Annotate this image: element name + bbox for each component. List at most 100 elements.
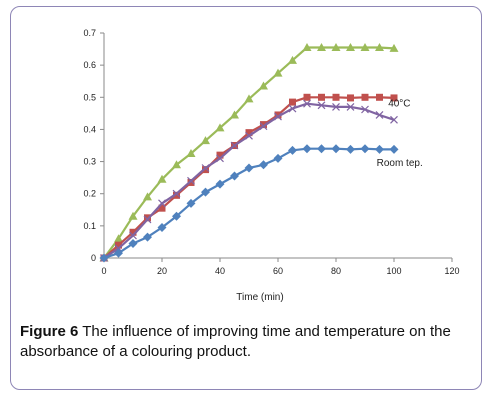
data-point [273, 153, 283, 163]
data-point [215, 123, 225, 132]
data-point [360, 144, 370, 154]
data-point [230, 110, 239, 119]
data-point [129, 231, 137, 240]
series-x [100, 99, 398, 262]
data-point [259, 81, 268, 90]
data-point [273, 68, 283, 77]
x-tick-label: 20 [157, 266, 167, 276]
data-point [245, 131, 253, 140]
y-tick-label: 0.3 [83, 157, 96, 167]
data-point [230, 141, 239, 150]
figure-frame [10, 6, 482, 390]
caption-text: The influence of improving time and temp… [20, 323, 451, 360]
x-tick-label: 80 [331, 266, 341, 276]
data-point [346, 103, 355, 111]
data-point [274, 111, 282, 119]
data-point [114, 234, 123, 243]
data-point [245, 129, 253, 137]
data-point [129, 228, 137, 236]
data-point [288, 104, 297, 113]
data-point [216, 151, 224, 159]
data-point [187, 178, 195, 186]
y-tick-label: 0.2 [83, 189, 96, 199]
caption-label: Figure 6 [20, 323, 79, 340]
data-point [317, 144, 326, 154]
y-tick-label: 0.4 [83, 124, 96, 134]
data-point [302, 42, 312, 51]
series-diamond [99, 144, 399, 263]
data-point [128, 211, 138, 220]
data-point [115, 241, 122, 249]
data-point [390, 115, 398, 124]
data-point [173, 191, 180, 199]
data-point [172, 211, 181, 221]
chart-axes: 0 0.1 0.2 0.3 0.4 0.5 0.6 0.7 0 20 40 60 80 100 120 Tim… [83, 28, 459, 303]
data-point [390, 94, 398, 102]
data-point [259, 160, 268, 170]
data-point [158, 199, 166, 208]
data-point [289, 98, 296, 106]
y-tick-label: 0.7 [83, 28, 96, 38]
data-point [201, 187, 210, 197]
data-point [375, 144, 384, 154]
data-point [332, 103, 340, 111]
data-point [318, 93, 325, 101]
data-point [361, 93, 369, 101]
y-tick-label: 0.5 [83, 92, 96, 102]
x-tick-label: 0 [101, 266, 106, 276]
data-point [99, 253, 109, 263]
series-square [100, 93, 398, 262]
data-point [215, 179, 225, 189]
figure-caption: Figure 6 The influence of improving time… [20, 322, 480, 362]
x-tick-label: 100 [386, 266, 401, 276]
x-tick-label: 120 [444, 266, 459, 276]
data-point [303, 93, 311, 101]
data-point [201, 164, 210, 172]
data-point [375, 42, 384, 51]
data-point [332, 93, 340, 101]
data-point [158, 204, 166, 212]
data-point [303, 99, 311, 108]
data-point [389, 144, 399, 154]
data-point [244, 163, 254, 173]
data-point [201, 136, 210, 145]
data-point [331, 144, 341, 154]
data-point [216, 154, 224, 163]
data-point [288, 55, 297, 64]
data-point [260, 121, 267, 129]
data-point [361, 105, 369, 114]
data-point [331, 42, 341, 51]
data-point [143, 215, 152, 224]
y-tick-label: 0 [91, 253, 96, 263]
x-tick-label: 40 [215, 266, 225, 276]
data-point [143, 232, 152, 242]
data-point [244, 94, 254, 103]
data-point [259, 122, 268, 131]
absorbance-chart: 0 0.1 0.2 0.3 0.4 0.5 0.6 0.7 0 20 40 60 80 100 120 Tim… [83, 28, 459, 303]
x-axis-title: Time (min) [236, 292, 283, 303]
data-point [376, 93, 383, 101]
data-point [317, 101, 326, 110]
annotation-label: Room tep. [377, 158, 423, 169]
chart-series [99, 42, 399, 263]
chart-labels: 40°C Room tep. [377, 99, 423, 169]
data-point [360, 42, 370, 51]
data-point [302, 144, 312, 154]
data-point [389, 43, 399, 52]
series-triangle [99, 42, 399, 262]
data-point [187, 176, 195, 185]
data-point [172, 189, 181, 198]
data-point [230, 171, 239, 181]
data-point [172, 160, 181, 169]
data-point [346, 144, 355, 154]
data-point [274, 112, 282, 121]
data-point [157, 222, 167, 232]
data-point [346, 42, 355, 51]
data-point [186, 149, 196, 158]
data-point [317, 42, 326, 51]
data-point [143, 192, 152, 201]
data-point [157, 174, 167, 183]
x-tick-label: 60 [273, 266, 283, 276]
data-point [186, 198, 196, 208]
y-tick-label: 0.6 [83, 60, 96, 70]
